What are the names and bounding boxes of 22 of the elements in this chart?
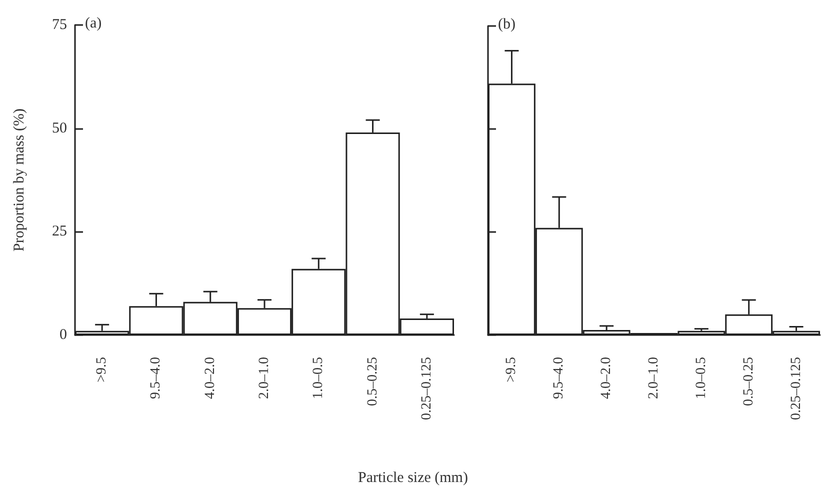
x-tick-label: 1.0–0.5 <box>311 357 326 399</box>
x-tick-label: >9.5 <box>94 357 110 382</box>
x-tick-label: 9.5–4.0 <box>552 357 567 399</box>
y-tick-label: 50 <box>52 120 67 136</box>
x-tick-label: 9.5–4.0 <box>148 357 164 399</box>
x-tick-label: >9.5 <box>504 357 520 382</box>
annotation: (b) <box>498 16 516 32</box>
y-tick-label: 75 <box>52 17 67 33</box>
y-axis-title: Proportion by mass (%) <box>12 108 28 252</box>
annotation: (a) <box>85 16 102 32</box>
x-tick-label: 4.0–2.0 <box>202 357 218 399</box>
x-tick-label: 0.25–0.125 <box>419 357 434 420</box>
y-tick-label: 25 <box>52 224 67 240</box>
x-tick-label: 0.5–0.25 <box>365 357 380 406</box>
x-tick-label: 0.5–0.25 <box>741 357 756 406</box>
x-tick-label: 4.0–2.0 <box>599 357 614 399</box>
x-tick-label: 0.25–0.125 <box>788 357 804 420</box>
y-tick-label: 0 <box>60 327 67 343</box>
x-tick-label: 1.0–0.5 <box>694 357 709 399</box>
x-axis-title: Particle size (mm) <box>357 470 469 487</box>
x-tick-label: 2.0–1.0 <box>646 357 662 399</box>
x-tick-label: 2.0–1.0 <box>257 357 272 399</box>
